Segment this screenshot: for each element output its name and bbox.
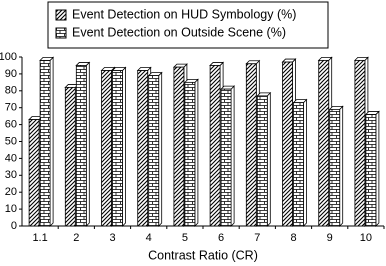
y-tick-label: 60 — [5, 119, 17, 131]
bar — [39, 59, 51, 227]
bar — [209, 65, 221, 227]
y-tick-label: 90 — [5, 68, 17, 80]
x-tick-label: 5 — [182, 232, 188, 244]
bar — [365, 114, 377, 227]
legend-label: Event Detection on HUD Symbology (%) — [72, 7, 296, 21]
bar — [293, 102, 304, 227]
y-tick-label: 30 — [5, 169, 17, 181]
bar-side — [85, 61, 90, 227]
x-tick-label: 6 — [218, 232, 224, 244]
bar — [256, 95, 268, 227]
bar — [354, 59, 366, 227]
bar — [101, 70, 112, 227]
bar — [245, 63, 257, 227]
x-axis-title: Contrast Ratio (CR) — [148, 248, 258, 262]
x-tick-label: 3 — [109, 232, 115, 244]
bar — [282, 61, 293, 227]
bar — [112, 70, 123, 227]
bar-side — [339, 105, 344, 227]
y-tick-label: 50 — [5, 135, 17, 147]
bar-side — [266, 91, 271, 227]
bar-side — [158, 71, 163, 227]
bar — [329, 108, 341, 227]
bar — [318, 59, 330, 227]
bar-side — [230, 85, 235, 227]
y-tick-label: 40 — [5, 152, 17, 164]
legend-swatch — [55, 27, 67, 39]
bar — [75, 65, 87, 227]
y-tick-label: 80 — [5, 85, 17, 97]
bar-side — [122, 66, 126, 227]
bar — [184, 81, 196, 227]
bar — [137, 70, 149, 227]
legend-box — [47, 1, 329, 49]
bar-side — [194, 78, 199, 227]
y-tick-label: 100 — [0, 51, 17, 63]
x-tick-label: 8 — [290, 232, 296, 244]
bar-side — [49, 56, 54, 227]
y-tick-label: 10 — [5, 203, 17, 215]
y-tick-label: 0 — [11, 220, 17, 232]
x-tick-label: 1.1 — [32, 232, 47, 244]
x-tick-label: 7 — [254, 232, 260, 244]
bar — [148, 75, 160, 227]
bar-side — [303, 98, 307, 227]
bar — [64, 87, 76, 227]
x-tick-label: 9 — [327, 232, 333, 244]
y-tick-label: 20 — [5, 186, 17, 198]
x-tick-label: 4 — [146, 232, 152, 244]
legend-swatch — [55, 9, 67, 21]
x-tick-label: 2 — [73, 232, 79, 244]
legend-label: Event Detection on Outside Scene (%) — [72, 25, 286, 39]
x-tick-label: 10 — [360, 232, 372, 244]
y-tick-label: 70 — [5, 102, 17, 114]
bar-side — [375, 110, 380, 227]
bar — [220, 88, 232, 227]
bar — [173, 66, 185, 227]
bar — [28, 119, 40, 227]
